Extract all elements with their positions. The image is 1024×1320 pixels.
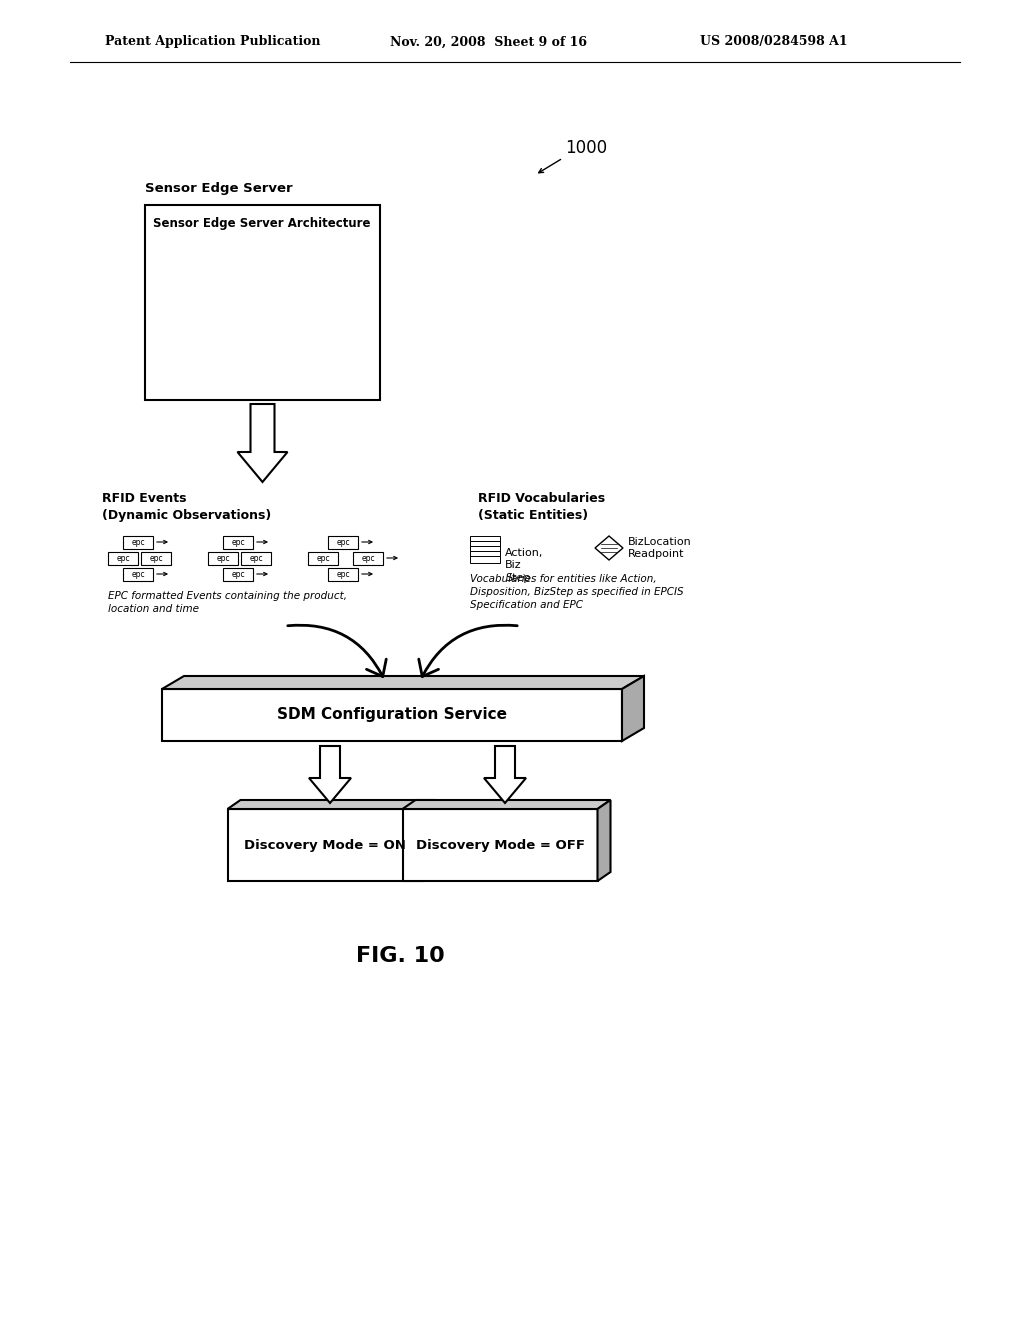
Text: Nov. 20, 2008  Sheet 9 of 16: Nov. 20, 2008 Sheet 9 of 16: [390, 36, 587, 49]
Text: FIG. 10: FIG. 10: [355, 946, 444, 966]
Bar: [108, 552, 138, 565]
Text: epc: epc: [216, 554, 229, 564]
Text: epc: epc: [150, 554, 163, 564]
Text: epc: epc: [131, 539, 144, 546]
Bar: [141, 552, 171, 565]
Bar: [308, 552, 338, 565]
FancyArrowPatch shape: [288, 626, 386, 677]
Bar: [470, 536, 500, 543]
Text: Discovery Mode = OFF: Discovery Mode = OFF: [416, 838, 585, 851]
Text: epc: epc: [131, 570, 144, 579]
Polygon shape: [162, 676, 644, 689]
Text: epc: epc: [336, 570, 350, 579]
Bar: [145, 205, 380, 400]
Bar: [162, 689, 622, 741]
Text: Sensor Edge Server Architecture: Sensor Edge Server Architecture: [153, 216, 371, 230]
Text: epc: epc: [249, 554, 263, 564]
Text: Action,
Biz
Step: Action, Biz Step: [505, 548, 544, 583]
Polygon shape: [484, 746, 526, 803]
Text: epc: epc: [231, 570, 245, 579]
Bar: [223, 536, 253, 549]
Text: epc: epc: [361, 554, 375, 564]
Polygon shape: [595, 536, 623, 560]
Polygon shape: [622, 676, 644, 741]
Text: RFID Events
(Dynamic Observations): RFID Events (Dynamic Observations): [102, 492, 271, 521]
Bar: [470, 541, 500, 548]
Polygon shape: [309, 746, 351, 803]
Bar: [123, 536, 153, 549]
Bar: [353, 552, 383, 565]
Polygon shape: [402, 800, 610, 809]
Text: epc: epc: [316, 554, 330, 564]
Polygon shape: [227, 800, 435, 809]
Text: 1000: 1000: [565, 139, 607, 157]
Bar: [470, 550, 500, 558]
Polygon shape: [238, 404, 288, 482]
Text: Sensor Edge Server: Sensor Edge Server: [145, 182, 293, 195]
Text: Vocabularies for entities like Action,
Disposition, BizStep as specified in EPCI: Vocabularies for entities like Action, D…: [470, 574, 684, 610]
Bar: [470, 556, 500, 564]
Text: epc: epc: [231, 539, 245, 546]
Text: BizLocation
Readpoint: BizLocation Readpoint: [628, 537, 692, 560]
Bar: [402, 809, 597, 880]
Polygon shape: [597, 800, 610, 880]
Bar: [328, 536, 358, 549]
Text: EPC formatted Events containing the product,
location and time: EPC formatted Events containing the prod…: [108, 591, 347, 614]
FancyArrowPatch shape: [419, 626, 517, 677]
Bar: [227, 809, 423, 880]
Bar: [470, 546, 500, 553]
Bar: [241, 552, 271, 565]
Text: epc: epc: [116, 554, 130, 564]
Text: US 2008/0284598 A1: US 2008/0284598 A1: [700, 36, 848, 49]
Text: RFID Vocabularies
(Static Entities): RFID Vocabularies (Static Entities): [478, 492, 605, 521]
Text: Patent Application Publication: Patent Application Publication: [105, 36, 321, 49]
Bar: [208, 552, 238, 565]
Text: Discovery Mode = ON: Discovery Mode = ON: [244, 838, 406, 851]
Bar: [328, 568, 358, 581]
Bar: [123, 568, 153, 581]
Text: epc: epc: [336, 539, 350, 546]
Bar: [223, 568, 253, 581]
Polygon shape: [423, 800, 435, 880]
Text: SDM Configuration Service: SDM Configuration Service: [278, 708, 507, 722]
